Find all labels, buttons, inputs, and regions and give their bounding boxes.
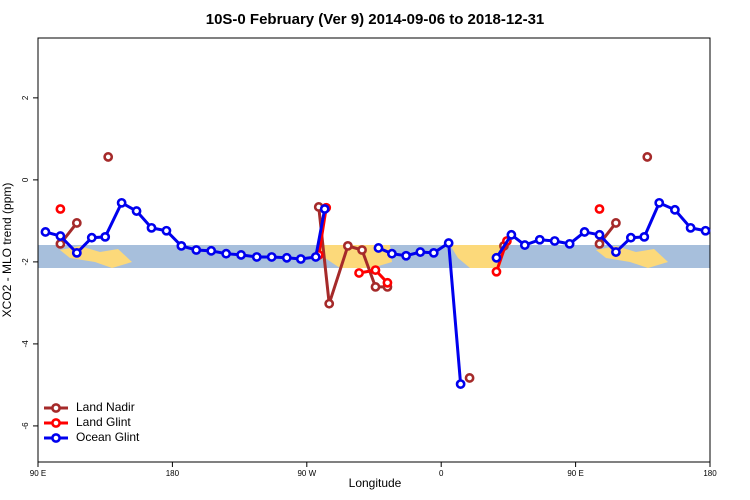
data-point [324,298,335,309]
data-point [206,245,217,256]
plot-frame [37,37,711,463]
legend-label: Ocean Glint [76,430,140,444]
data-point [100,231,111,242]
data-point [594,204,605,214]
data-point [221,248,232,259]
data-point [191,245,202,255]
data-point [55,204,66,214]
data-point [491,266,502,277]
data-point [464,373,475,383]
data-point [236,250,246,260]
chart-title: 10S-0 February (Ver 9) 2014-09-06 to 201… [206,11,545,28]
legend-label: Land Glint [76,415,131,429]
x-tick-label: 0 [439,469,444,478]
data-point [71,218,82,228]
y-axis-label: XCO2 - MLO trend (ppm) [0,183,14,318]
y-tick-label: -6 [21,422,30,430]
data-point [131,206,142,216]
data-point [594,229,605,240]
data-point [534,234,545,245]
data-point [594,238,605,249]
legend-label: Land Nadir [76,400,135,414]
data-point [654,197,665,208]
x-axis-label: Longitude [349,476,402,490]
data-point [86,232,97,243]
data-point [549,236,560,246]
data-point [176,240,187,251]
data-point [670,204,680,215]
x-tick-label: 90 E [30,469,46,478]
data-point [685,222,696,233]
land-patch [450,245,505,268]
legend-marker [51,433,61,443]
data-point [401,250,412,261]
data-point [146,222,157,233]
y-tick-label: 2 [21,95,30,100]
x-tick-label: 180 [166,469,180,478]
x-tick-label: 180 [703,469,717,478]
data-point [161,225,172,236]
data-point [639,231,650,242]
data-point [310,252,321,262]
data-point [700,225,711,236]
data-point [415,247,426,257]
data-point [357,245,367,255]
data-point [625,232,636,243]
y-tick-label: -2 [21,258,30,266]
data-point [373,243,384,253]
x-tick-label: 90 E [567,469,583,478]
y-tick-label: 0 [21,177,30,182]
data-point [55,238,66,249]
data-point [443,238,454,248]
data-point [387,248,397,259]
land-patch [318,245,392,268]
data-point [564,238,575,249]
data-point [281,252,292,263]
data-point [519,240,530,250]
data-point [642,152,653,162]
y-tick-label: -4 [21,340,30,348]
data-point [103,152,114,162]
data-point [266,252,277,262]
data-point [428,247,439,258]
data-point [506,229,517,240]
data-point [55,231,66,241]
data-point [342,240,353,251]
legend-marker [51,403,61,413]
legend-marker [51,418,61,428]
data-point [40,227,51,237]
data-point [382,277,393,288]
x-tick-label: 90 W [297,469,316,478]
data-point [579,227,590,237]
data-point [319,204,330,214]
data-point [491,252,502,263]
data-point [295,254,306,264]
data-point [370,282,381,292]
data-point [71,247,82,258]
data-point [611,218,621,228]
data-point [116,197,127,208]
data-point [354,268,364,278]
data-point [455,379,466,389]
data-point [370,265,381,275]
data-point [251,252,262,262]
data-point [611,247,621,257]
